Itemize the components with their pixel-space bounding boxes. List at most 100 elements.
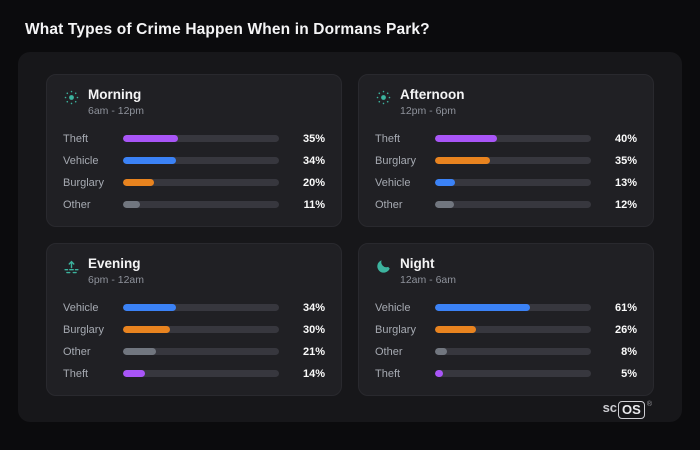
bar-row: Other 12% — [375, 194, 637, 216]
bar-rows: Vehicle 61% Burglary 26% Other 8% Theft … — [375, 297, 637, 385]
bar-label: Burglary — [375, 323, 416, 336]
sun-icon — [375, 89, 392, 106]
bar-value: 40% — [614, 132, 637, 145]
card-subtitle: 6am - 12pm — [88, 104, 145, 117]
card-title: Afternoon — [400, 87, 465, 102]
bar-fill — [435, 304, 531, 312]
card-title: Morning — [88, 87, 142, 102]
card-header: Morning 6am - 12pm — [63, 87, 325, 117]
bar-value: 35% — [302, 132, 325, 145]
bar-row: Other 11% — [63, 194, 325, 216]
cards-grid: Morning 6am - 12pm Theft 35% Vehicle 34%… — [46, 74, 654, 396]
bar-label: Vehicle — [375, 301, 411, 314]
bar-fill — [123, 370, 145, 378]
bar-value: 5% — [621, 367, 637, 380]
bar-row: Burglary 26% — [375, 319, 637, 341]
bar-value: 12% — [614, 198, 637, 211]
bar-fill — [435, 201, 454, 209]
bar-fill — [123, 179, 155, 187]
bar-track — [123, 348, 279, 356]
bar-label: Burglary — [63, 323, 104, 336]
card-header-text: Evening 6pm - 12am — [88, 256, 144, 286]
bar-track — [123, 304, 279, 312]
card-subtitle: 6pm - 12am — [88, 273, 145, 286]
sunset-icon — [63, 258, 80, 275]
bar-value: 30% — [302, 323, 325, 336]
brand-prefix: sc — [602, 400, 618, 415]
bar-track — [123, 370, 279, 378]
page-title: What Types of Crime Happen When in Dorma… — [25, 21, 430, 38]
sun-icon — [63, 89, 80, 106]
crime-dashboard: What Types of Crime Happen When in Dorma… — [18, 21, 682, 422]
bar-fill — [435, 326, 476, 334]
bar-row: Other 21% — [63, 341, 325, 363]
bar-label: Other — [375, 345, 403, 358]
bar-row: Other 8% — [375, 341, 637, 363]
bar-value: 34% — [302, 301, 325, 314]
card-title: Evening — [88, 256, 141, 271]
time-period-card-morning: Morning 6am - 12pm Theft 35% Vehicle 34%… — [46, 74, 342, 227]
bar-rows: Theft 35% Vehicle 34% Burglary 20% Other… — [63, 128, 325, 216]
bar-fill — [123, 326, 170, 334]
bar-value: 26% — [614, 323, 637, 336]
bar-value: 14% — [302, 367, 325, 380]
bar-row: Burglary 20% — [63, 172, 325, 194]
bar-value: 11% — [303, 198, 325, 211]
bar-fill — [123, 135, 178, 143]
bar-track — [123, 179, 279, 187]
bar-label: Burglary — [375, 154, 416, 167]
card-header: Evening 6pm - 12am — [63, 256, 325, 286]
bar-fill — [435, 370, 443, 378]
bar-value: 8% — [621, 345, 637, 358]
bar-row: Vehicle 61% — [375, 297, 637, 319]
bar-track — [435, 348, 591, 356]
bar-label: Theft — [63, 132, 89, 145]
bar-row: Theft 14% — [63, 363, 325, 385]
bar-row: Theft 40% — [375, 128, 637, 150]
bar-label: Other — [63, 198, 91, 211]
time-period-card-evening: Evening 6pm - 12am Vehicle 34% Burglary … — [46, 243, 342, 396]
bar-track — [123, 157, 279, 165]
bar-track — [123, 326, 279, 334]
bar-row: Burglary 35% — [375, 150, 637, 172]
card-header-text: Afternoon 12pm - 6pm — [400, 87, 465, 117]
card-header-text: Morning 6am - 12pm — [88, 87, 144, 117]
bar-fill — [435, 135, 498, 143]
bar-value: 61% — [614, 301, 637, 314]
moon-icon — [375, 258, 392, 275]
bar-row: Vehicle 13% — [375, 172, 637, 194]
bar-label: Theft — [375, 367, 401, 380]
card-subtitle: 12pm - 6pm — [400, 104, 457, 117]
bar-rows: Theft 40% Burglary 35% Vehicle 13% Other… — [375, 128, 637, 216]
bar-label: Burglary — [63, 176, 104, 189]
bar-value: 34% — [302, 154, 325, 167]
bar-label: Other — [63, 345, 91, 358]
bar-value: 20% — [302, 176, 325, 189]
bar-label: Other — [375, 198, 403, 211]
bar-label: Vehicle — [63, 154, 99, 167]
time-period-card-night: Night 12am - 6am Vehicle 61% Burglary 26… — [358, 243, 654, 396]
bar-label: Vehicle — [63, 301, 99, 314]
bar-row: Vehicle 34% — [63, 150, 325, 172]
card-title: Night — [400, 256, 435, 271]
time-period-card-afternoon: Afternoon 12pm - 6pm Theft 40% Burglary … — [358, 74, 654, 227]
bar-row: Burglary 30% — [63, 319, 325, 341]
registered-mark: ® — [646, 401, 652, 408]
bar-fill — [435, 157, 490, 165]
bar-rows: Vehicle 34% Burglary 30% Other 21% Theft… — [63, 297, 325, 385]
bar-track — [435, 326, 591, 334]
bar-fill — [123, 201, 141, 209]
bar-track — [435, 157, 591, 165]
bar-track — [435, 201, 591, 209]
bar-track — [435, 370, 591, 378]
card-subtitle: 12am - 6am — [400, 273, 457, 286]
bar-label: Vehicle — [375, 176, 411, 189]
bar-fill — [435, 348, 448, 356]
bar-value: 35% — [614, 154, 637, 167]
bar-row: Theft 5% — [375, 363, 637, 385]
bar-track — [435, 304, 591, 312]
scos-logo: sc OS ® — [46, 401, 654, 419]
bar-row: Vehicle 34% — [63, 297, 325, 319]
bar-fill — [123, 304, 177, 312]
card-header-text: Night 12am - 6am — [400, 256, 456, 286]
